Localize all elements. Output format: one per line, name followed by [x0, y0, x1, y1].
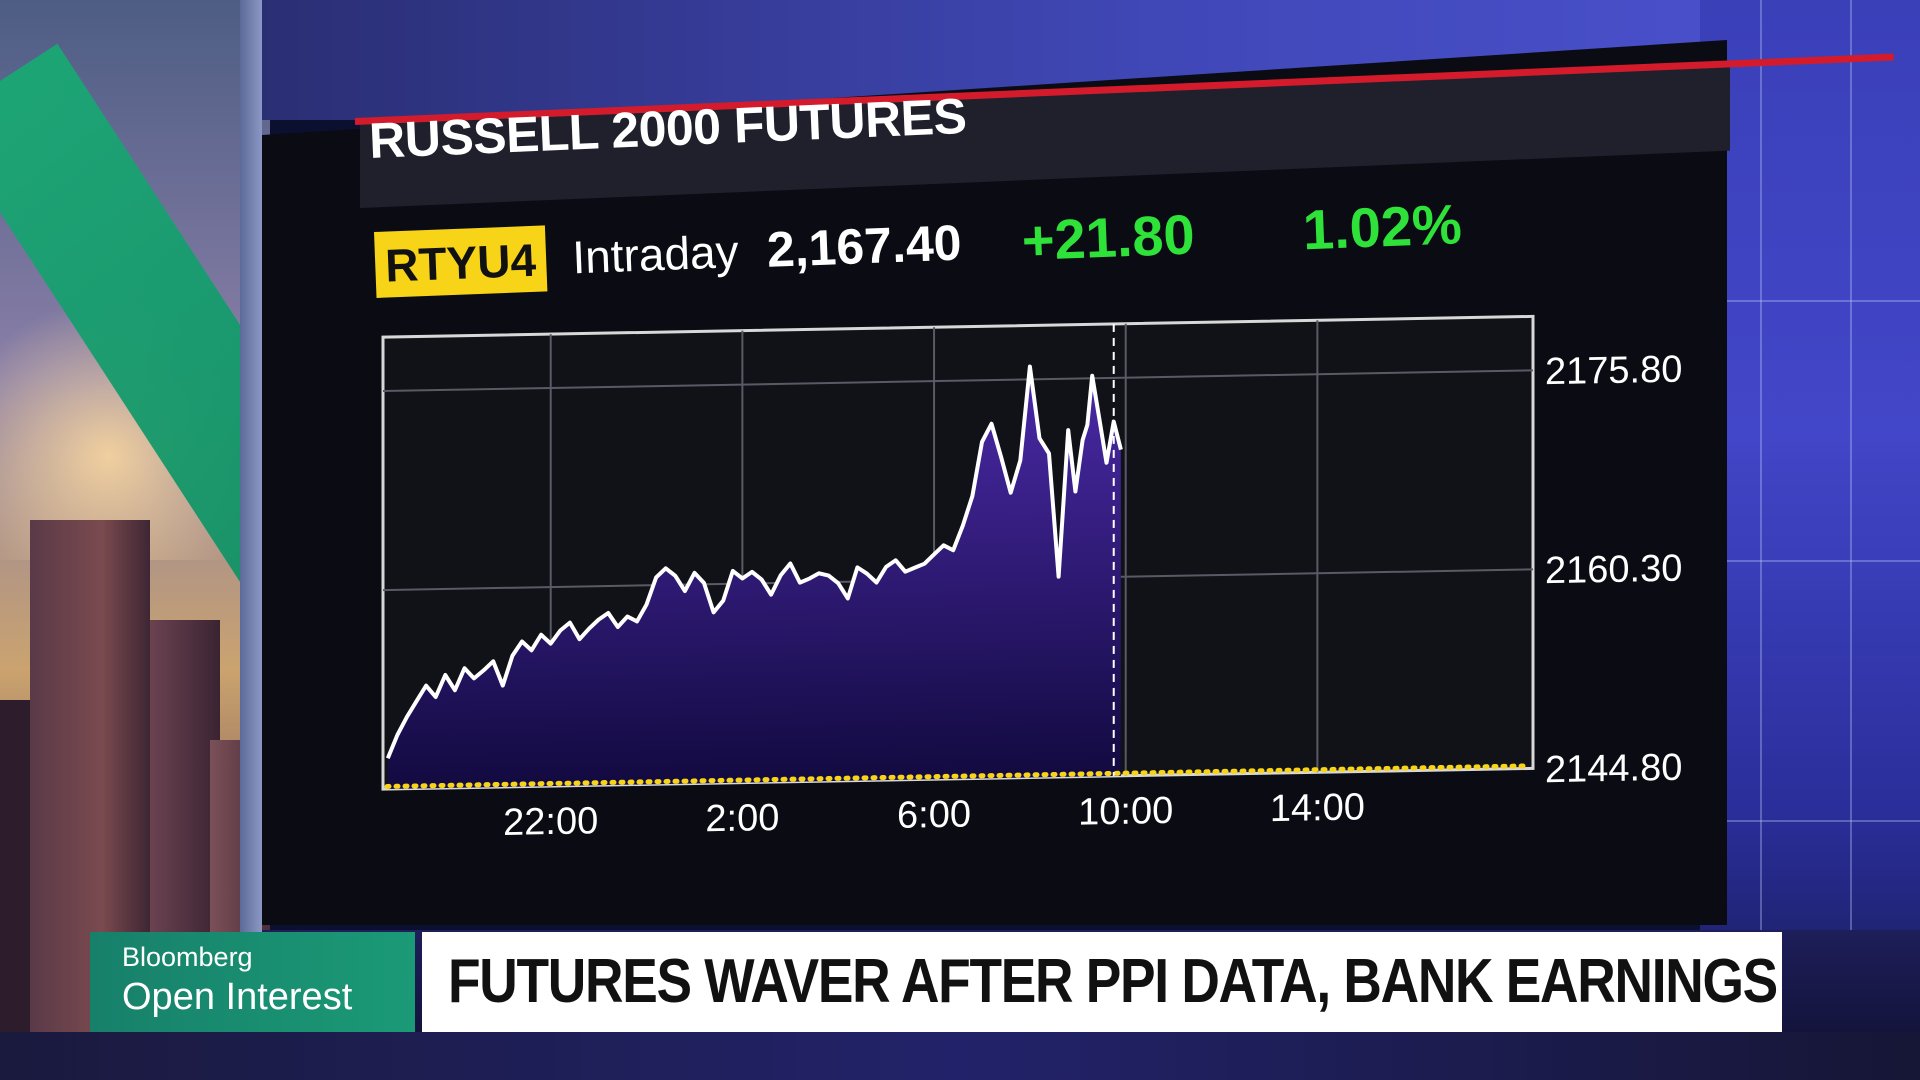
decor-grid-line [1850, 0, 1852, 1080]
show-name: Open Interest [122, 976, 353, 1018]
price-line [385, 364, 1123, 759]
x-axis-ticks: 22:00 2:00 6:00 10:00 14:00 [503, 786, 1365, 844]
show-brand-box: Bloomberg Open Interest [90, 932, 415, 1032]
x-tick-label: 6:00 [897, 794, 971, 837]
plot-area: 22:00 2:00 6:00 10:00 14:00 2175.802160.3021… [381, 314, 1682, 844]
decor-grid-line [1700, 300, 1920, 302]
previous-close-line [384, 763, 1532, 789]
y-tick-label: 2160.30 [1545, 548, 1682, 592]
brand-name: Bloomberg [122, 942, 253, 972]
y-axis-ticks: 2175.80 2160.30 2144.80 [1545, 349, 1682, 792]
decor-grid-line [1700, 820, 1920, 822]
headline-box: FUTURES WAVER AFTER PPI DATA, BANK EARNI… [422, 932, 1782, 1032]
headline-text: FUTURES WAVER AFTER PPI DATA, BANK EARNI… [448, 947, 1778, 1016]
y-tick-label: 2144.80 [1545, 747, 1682, 791]
price-area [387, 366, 1121, 790]
screen-frame-edge [240, 0, 262, 1080]
bottom-strip [0, 1032, 1920, 1080]
x-tick-label: 22:00 [503, 800, 598, 844]
studio-background-right [1700, 0, 1920, 1080]
x-tick-label: 14:00 [1270, 786, 1365, 830]
y-tick-label: 2175.80 [1545, 349, 1682, 393]
x-tick-label: 2:00 [705, 797, 779, 840]
y-gridline [383, 369, 1533, 393]
decor-grid-line [1760, 0, 1762, 1080]
decor-grid-line [1700, 560, 1920, 562]
x-tick-label: 10:00 [1078, 790, 1173, 834]
